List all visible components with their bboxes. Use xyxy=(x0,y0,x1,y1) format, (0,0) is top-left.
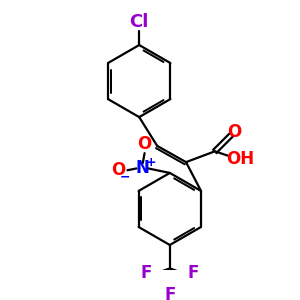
Text: Cl: Cl xyxy=(130,13,149,31)
Text: −: − xyxy=(119,171,130,184)
Text: +: + xyxy=(146,156,156,169)
Text: N: N xyxy=(136,159,150,177)
Text: F: F xyxy=(164,286,176,300)
Text: O: O xyxy=(137,135,152,153)
Text: F: F xyxy=(141,264,152,282)
Text: OH: OH xyxy=(226,149,254,167)
Text: F: F xyxy=(188,264,199,282)
Text: O: O xyxy=(227,122,242,140)
Text: O: O xyxy=(111,161,126,179)
